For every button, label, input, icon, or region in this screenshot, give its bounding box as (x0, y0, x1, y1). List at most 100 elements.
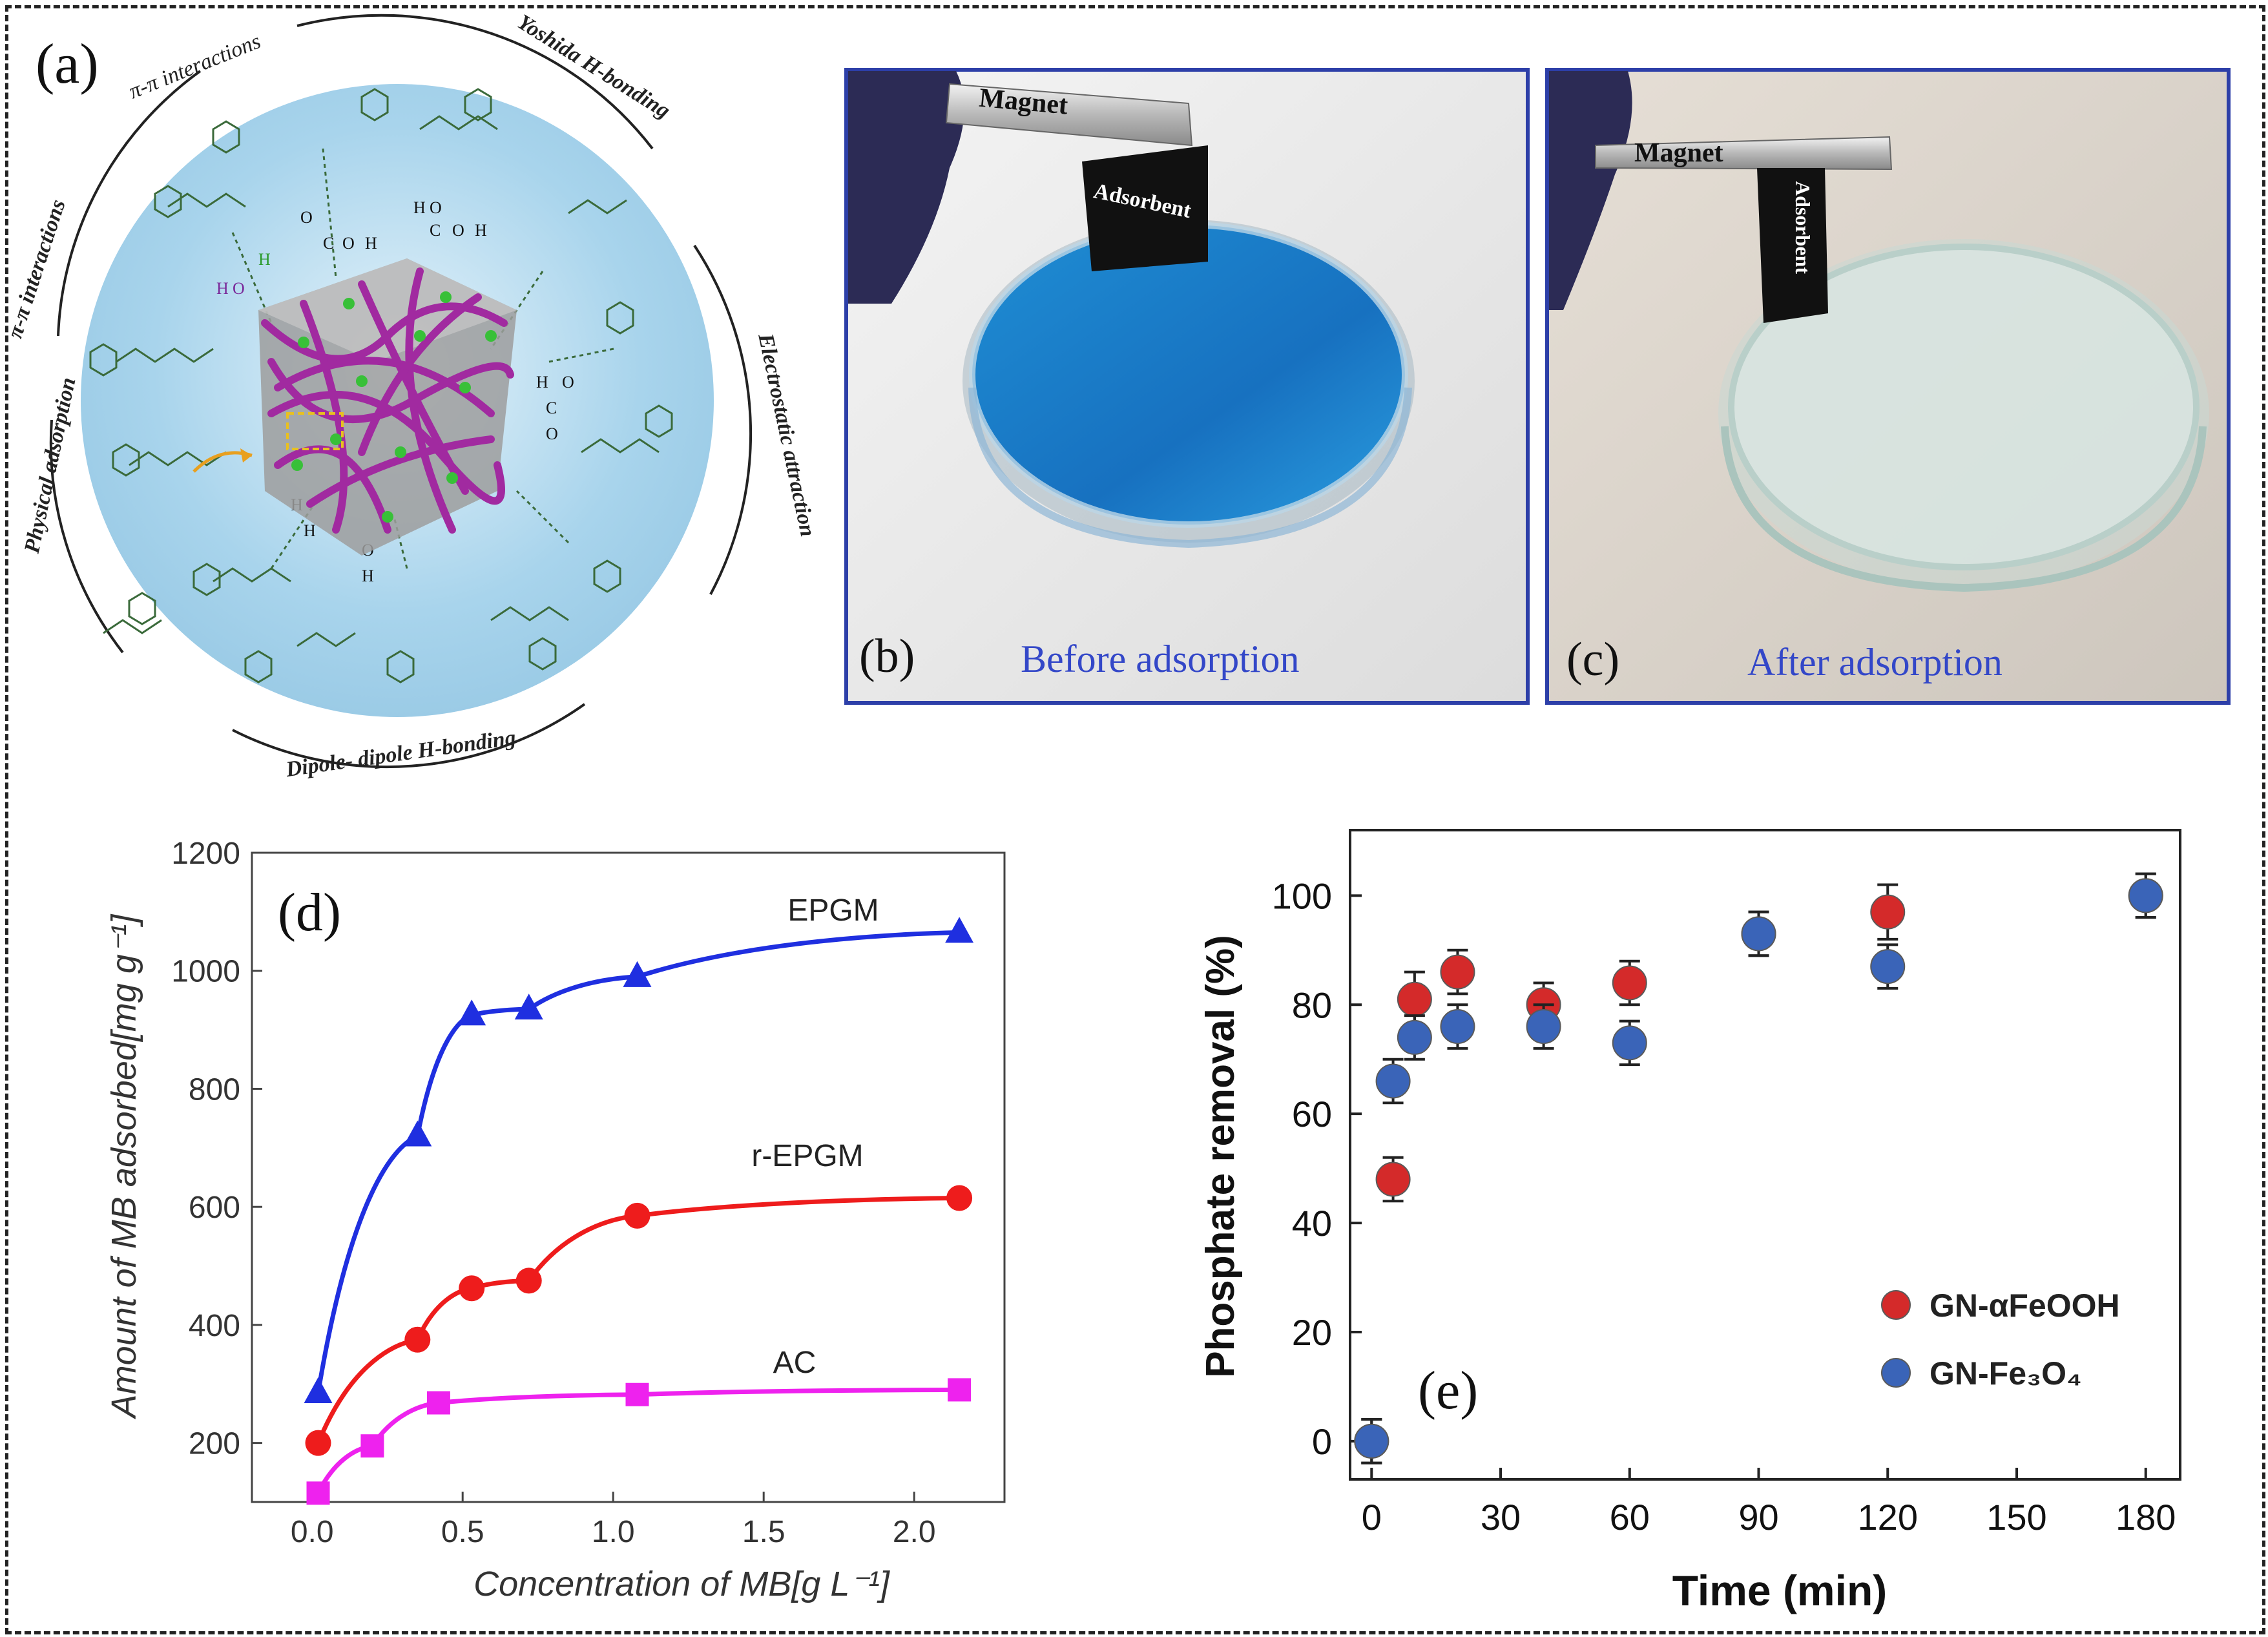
chart-d-xlabel: Concentration of MB[g L⁻¹] (473, 1565, 891, 1603)
chem-o: O (546, 424, 558, 443)
chart-d-fit-EPGM (316, 930, 960, 1393)
chart-e-point-fe3o4 (1612, 1025, 1647, 1061)
chart-d-xtick-label: 2.0 (893, 1515, 936, 1549)
chart-d-fit-r-EPGM (316, 1195, 960, 1444)
chem-h: H (365, 234, 377, 253)
chart-e-point-feooh (1870, 894, 1906, 930)
chart-e-point-fe3o4 (1440, 1009, 1475, 1045)
chart-e-xtick-label: 60 (1610, 1497, 1650, 1538)
arc-label-yoshida: Yoshida H-bonding (513, 10, 674, 123)
chart-e-xtick-label: 150 (1986, 1497, 2046, 1538)
chart-d-xtick-label: 1.0 (592, 1515, 635, 1549)
chart-d-point-r-EPGM (404, 1326, 431, 1353)
chart-e-ytick-label: 60 (1292, 1094, 1332, 1134)
chem-h: H (413, 198, 426, 217)
chart-e-legend-label: GN-αFeOOH (1930, 1288, 2120, 1324)
chem-h: H (304, 521, 316, 540)
chart-d-ytick-label: 1000 (171, 955, 240, 989)
magnet-b (945, 83, 1193, 147)
chem-c: C (430, 221, 441, 240)
outer-arcs (49, 14, 753, 769)
magnet-c (1595, 136, 1893, 171)
chart-e-point-fe3o4 (2128, 878, 2163, 913)
clear-solution (1731, 247, 2196, 567)
caption-before: Before adsorption (1021, 638, 1300, 680)
chart-e-point-fe3o4 (1526, 1009, 1561, 1045)
chart-e-point-fe3o4 (1870, 949, 1906, 985)
chart-e-xtick-label: 120 (1858, 1497, 1918, 1538)
chem-o: O (452, 221, 464, 240)
chart-d-point-EPGM (514, 994, 543, 1020)
chart-e-ytick-label: 0 (1312, 1421, 1332, 1462)
chart-e-ytick-label: 80 (1292, 985, 1332, 1025)
chart-d-point-AC (360, 1434, 384, 1458)
chart-d-xtick-label: 0.0 (291, 1515, 334, 1549)
chem-c: C (546, 399, 557, 417)
adsorbent-label-c: Adsorbent (1791, 181, 1815, 274)
adsorbent-b (1082, 145, 1208, 271)
panel-b-label: (b) (859, 630, 915, 683)
chart-e-legend-marker (1881, 1358, 1911, 1388)
panel-a-label: (a) (36, 33, 99, 96)
chart-d-point-EPGM (623, 961, 652, 987)
chem-o: O (233, 279, 245, 298)
chart-d-series-label: r-EPGM (751, 1139, 863, 1173)
chem-c: C (323, 234, 334, 253)
chart-d-plot-area (251, 851, 1006, 1503)
chart-d-point-EPGM (403, 1120, 432, 1147)
chart-d-ylabel: Amount of MB adsorbed[mg g⁻¹] (105, 913, 143, 1420)
chart-e-xtick-label: 90 (1738, 1497, 1778, 1538)
chart-d-ytick-label: 200 (189, 1427, 240, 1461)
panel-b-photo: Magnet Adsorbent (b) Before adsorption (844, 68, 1530, 705)
chart-d: (d) Concentration of MB[g L⁻¹] Amount of… (105, 837, 1006, 1603)
magnet-label-c: Magnet (1634, 138, 1723, 168)
benzene-rings (89, 88, 673, 683)
chart-d-point-EPGM (304, 1377, 333, 1403)
chart-d-panel-label: (d) (278, 882, 341, 943)
chart-d-point-EPGM (457, 999, 486, 1026)
chart-e-xtick-label: 30 (1481, 1497, 1521, 1538)
caption-after: After adsorption (1747, 641, 2003, 683)
figure-frame (5, 5, 2265, 1634)
arc-label-dipole: Dipole- dipole H-bonding (284, 725, 517, 782)
chart-d-point-r-EPGM (624, 1202, 650, 1229)
adsorbent-cube (192, 258, 517, 556)
chart-e-point-fe3o4 (1741, 916, 1776, 952)
chem-o: O (430, 198, 442, 217)
chem-h: H (536, 373, 548, 391)
chart-e-point-feooh (1612, 965, 1647, 1001)
chart-d-point-AC (306, 1481, 330, 1505)
chart-d-point-r-EPGM (946, 1185, 973, 1211)
chart-d-xtick-label: 1.5 (742, 1515, 785, 1549)
chem-o: O (342, 234, 355, 253)
chart-d-ytick-label: 1200 (171, 837, 240, 871)
chart-d-point-r-EPGM (305, 1430, 331, 1456)
panel-a-diagram: (a) π-π interactions Yoshida H-bonding E… (3, 10, 820, 782)
chart-d-point-EPGM (945, 917, 974, 943)
chart-e-legend-marker (1881, 1290, 1911, 1320)
chart-e-point-fe3o4 (1354, 1423, 1389, 1459)
chart-d-point-AC (948, 1378, 972, 1402)
arc-label-pi-pi-top: π-π interactions (125, 29, 264, 103)
glove-b (848, 71, 964, 304)
chart-e-legend-label: GN-Fe₃O₄ (1930, 1355, 2082, 1392)
arc-label-electrostatic: Electrostatic attraction (753, 331, 820, 539)
chart-e-point-fe3o4 (1375, 1063, 1411, 1099)
chart-e-panel-label: (e) (1418, 1361, 1478, 1421)
chart-e-xtick-label: 180 (2116, 1497, 2176, 1538)
chart-e-point-fe3o4 (1397, 1019, 1432, 1055)
chem-o: O (562, 373, 574, 391)
chart-d-xtick-label: 0.5 (441, 1515, 484, 1549)
chart-d-point-AC (625, 1382, 649, 1406)
chart-e-point-feooh (1397, 981, 1432, 1017)
chart-e-point-feooh (1440, 954, 1475, 990)
chart-e-xlabel: Time (min) (1672, 1567, 1887, 1614)
chem-h: H (475, 221, 487, 240)
glove-c (1549, 71, 1632, 310)
chart-d-series-label: EPGM (787, 893, 879, 928)
chart-d-ytick-label: 800 (189, 1072, 240, 1107)
chart-e-point-feooh (1375, 1162, 1411, 1197)
arc-label-physical: Physical adsorption (20, 375, 81, 556)
blue-solution (972, 225, 1405, 525)
